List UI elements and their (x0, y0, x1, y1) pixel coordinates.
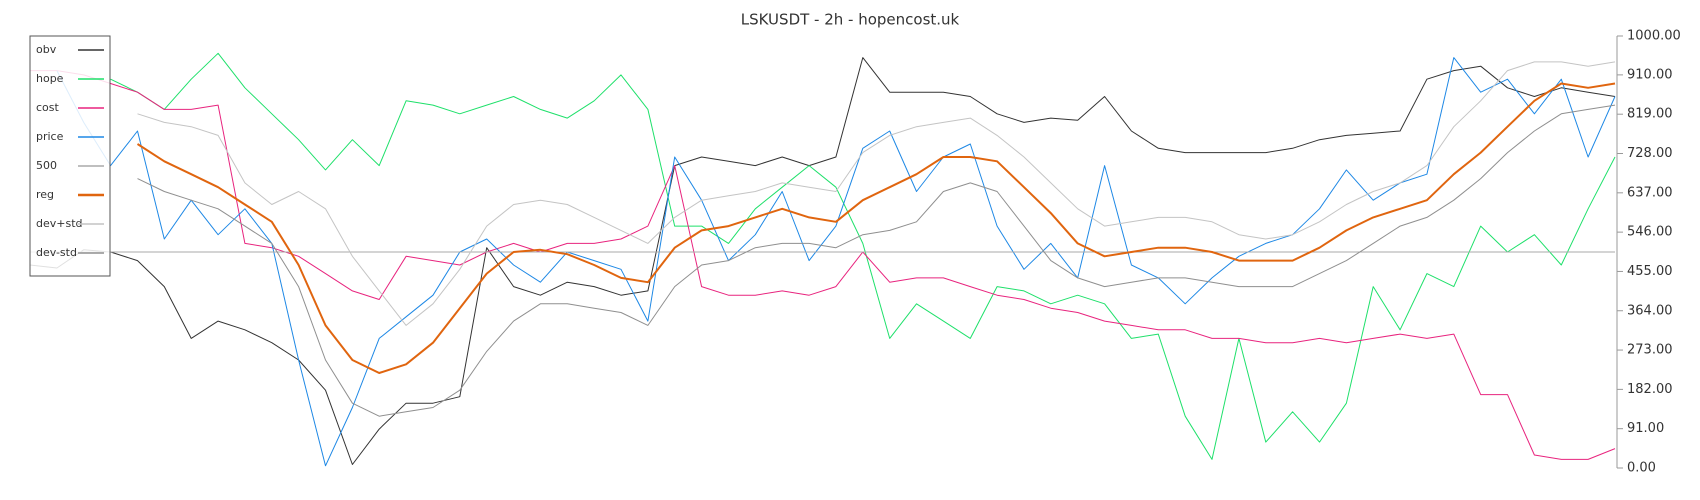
legend-label: cost (36, 101, 60, 114)
y-tick-label: 546.00 (1627, 225, 1673, 240)
series-line (136, 82, 1616, 374)
y-tick-label: 273.00 (1627, 343, 1673, 358)
series-line (137, 61, 1616, 326)
y-tick-label: 1000.00 (1627, 29, 1681, 44)
legend-label: price (36, 130, 64, 143)
legend-label: dev-std (36, 246, 77, 259)
legend-label: hope (36, 72, 64, 85)
y-tick-label: 637.00 (1627, 185, 1673, 200)
y-tick-label: 455.00 (1627, 264, 1673, 279)
series-line (137, 104, 1616, 417)
y-tick-label: 910.00 (1627, 67, 1673, 82)
series-line (56, 57, 1616, 467)
legend-label: obv (36, 43, 57, 56)
legend-label: dev+std (36, 217, 83, 230)
legend-label: 500 (36, 159, 57, 172)
chart-title: LSKUSDT - 2h - hopencost.uk (741, 11, 960, 29)
y-tick-label: 728.00 (1627, 146, 1673, 161)
series-line (30, 70, 1616, 460)
legend: obv hope cost price 500 reg dev+std dev-std (29, 35, 111, 277)
legend-box (29, 35, 111, 277)
legend-label: reg (36, 188, 54, 201)
series-line (110, 52, 1616, 460)
y-tick-label: 182.00 (1627, 382, 1673, 397)
y-tick-label: 819.00 (1627, 107, 1673, 122)
y-tick-label: 364.00 (1627, 303, 1673, 318)
y-tick-label: 91.00 (1627, 421, 1664, 436)
y-tick-label: 0.00 (1627, 461, 1656, 476)
series-line (29, 57, 1616, 465)
